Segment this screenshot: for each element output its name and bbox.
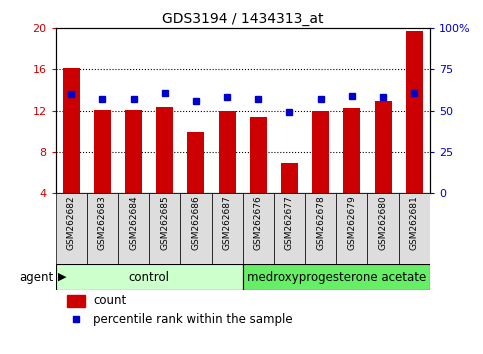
Bar	[343, 108, 360, 193]
Bar	[212, 193, 242, 264]
Bar	[67, 295, 85, 307]
Bar	[149, 193, 180, 264]
Title: GDS3194 / 1434313_at: GDS3194 / 1434313_at	[162, 12, 324, 26]
Text: GSM262683: GSM262683	[98, 195, 107, 250]
Bar	[218, 111, 236, 193]
Bar	[336, 193, 368, 264]
Bar	[94, 110, 111, 193]
Text: GSM262678: GSM262678	[316, 195, 325, 250]
Text: ▶: ▶	[58, 272, 67, 282]
Text: GSM262682: GSM262682	[67, 195, 76, 250]
Bar	[250, 117, 267, 193]
Bar	[374, 101, 392, 193]
Bar	[125, 110, 142, 193]
Text: medroxyprogesterone acetate: medroxyprogesterone acetate	[247, 270, 426, 284]
Bar	[180, 193, 212, 264]
Text: control: control	[128, 270, 170, 284]
Bar	[87, 193, 118, 264]
Bar	[398, 193, 430, 264]
Bar	[56, 193, 87, 264]
Bar	[156, 107, 173, 193]
Text: agent: agent	[19, 270, 53, 284]
Bar	[118, 193, 149, 264]
Text: GSM262680: GSM262680	[379, 195, 387, 250]
Text: GSM262681: GSM262681	[410, 195, 419, 250]
Bar	[368, 193, 398, 264]
Bar	[274, 193, 305, 264]
Text: GSM262685: GSM262685	[160, 195, 169, 250]
Bar	[242, 193, 274, 264]
Bar	[63, 68, 80, 193]
Bar	[281, 163, 298, 193]
Bar	[187, 132, 204, 193]
Text: GSM262687: GSM262687	[223, 195, 232, 250]
Bar	[406, 32, 423, 193]
Text: GSM262686: GSM262686	[191, 195, 200, 250]
Bar	[56, 264, 242, 290]
Bar	[312, 111, 329, 193]
Text: GSM262676: GSM262676	[254, 195, 263, 250]
Text: count: count	[93, 295, 126, 307]
Text: GSM262677: GSM262677	[285, 195, 294, 250]
Text: GSM262679: GSM262679	[347, 195, 356, 250]
Bar	[305, 193, 336, 264]
Text: GSM262684: GSM262684	[129, 195, 138, 250]
Text: percentile rank within the sample: percentile rank within the sample	[93, 313, 293, 326]
Bar	[242, 264, 430, 290]
